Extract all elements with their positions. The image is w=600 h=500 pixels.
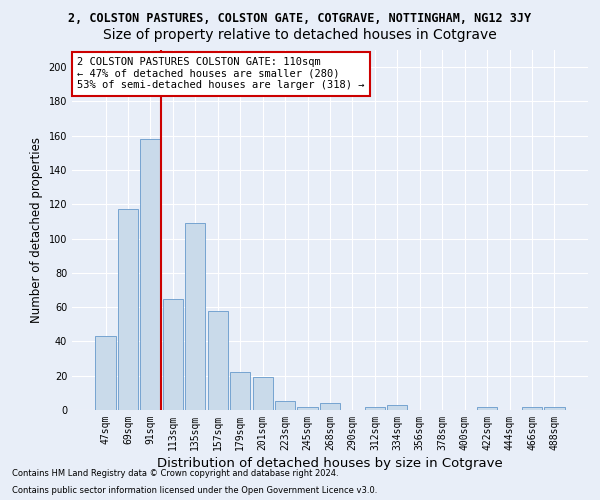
Bar (163, 298, 183, 410)
Text: 2, COLSTON PASTURES, COLSTON GATE, COTGRAVE, NOTTINGHAM, NG12 3JY: 2, COLSTON PASTURES, COLSTON GATE, COTGR… (68, 12, 532, 26)
Bar (95, 336, 116, 410)
Bar (320, 403, 340, 410)
Y-axis label: Number of detached properties: Number of detached properties (30, 137, 43, 323)
Bar (253, 378, 273, 410)
Bar (544, 406, 565, 410)
Bar (185, 223, 205, 410)
Bar (208, 310, 228, 410)
Bar (387, 405, 407, 410)
Bar (118, 210, 138, 410)
Bar (275, 402, 295, 410)
Bar (522, 406, 542, 410)
Text: 2 COLSTON PASTURES COLSTON GATE: 110sqm
← 47% of detached houses are smaller (28: 2 COLSTON PASTURES COLSTON GATE: 110sqm … (77, 57, 365, 90)
X-axis label: Distribution of detached houses by size in Cotgrave: Distribution of detached houses by size … (157, 457, 503, 470)
Text: Size of property relative to detached houses in Cotgrave: Size of property relative to detached ho… (103, 28, 497, 42)
Bar (365, 406, 385, 410)
Text: Contains HM Land Registry data © Crown copyright and database right 2024.: Contains HM Land Registry data © Crown c… (12, 468, 338, 477)
Bar (140, 139, 161, 410)
Text: Contains public sector information licensed under the Open Government Licence v3: Contains public sector information licen… (12, 486, 377, 495)
Bar (298, 406, 317, 410)
Bar (230, 372, 250, 410)
Bar (477, 406, 497, 410)
